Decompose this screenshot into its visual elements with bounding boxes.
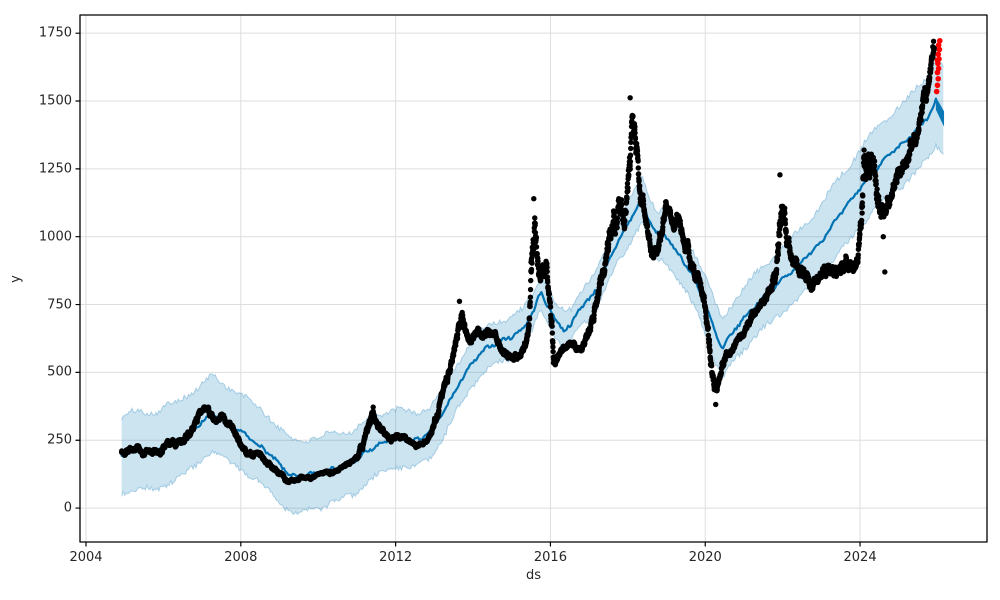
- y-tick-label: 0: [63, 500, 72, 516]
- x-tick-label: 2024: [843, 550, 877, 565]
- x-tick-label: 2012: [379, 550, 413, 565]
- y-axis-label: y: [8, 274, 24, 283]
- y-tick-label: 250: [47, 432, 72, 448]
- y-tick-label: 1000: [38, 229, 72, 245]
- x-tick-label: 2016: [533, 550, 567, 565]
- x-tick-label: 2020: [688, 550, 722, 565]
- y-tick-label: 750: [47, 297, 72, 313]
- x-axis-label: ds: [525, 568, 542, 583]
- y-tick-label: 1250: [38, 161, 72, 177]
- y-tick-label: 1500: [38, 93, 72, 109]
- x-tick-label: 2004: [69, 550, 103, 565]
- y-tick-label: 1750: [38, 25, 72, 41]
- x-tick-label: 2008: [224, 550, 258, 565]
- y-tick-label: 500: [47, 364, 72, 380]
